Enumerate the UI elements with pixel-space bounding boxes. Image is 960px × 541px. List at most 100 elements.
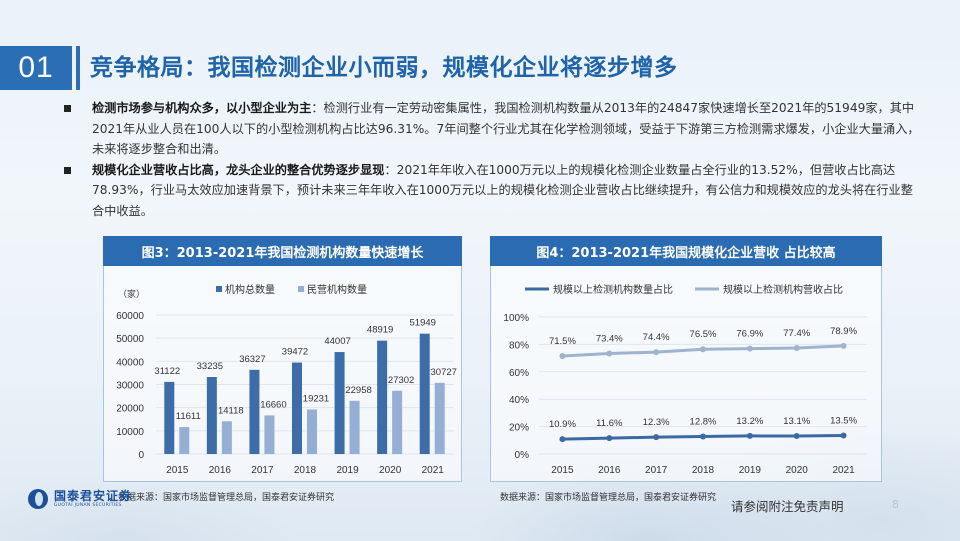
data-value-label: 13.1% — [783, 416, 810, 427]
data-point-marker — [559, 353, 566, 360]
bar-chart: （家） 机构总数量 民营机构数量 0 10000 20000 30000 40000 50000… — [116, 283, 457, 476]
section-divider — [76, 46, 80, 90]
x-tick-label: 2021 — [832, 465, 855, 476]
disclaimer: 请参阅附注免责声明 — [731, 499, 844, 514]
y-tick-label: 20% — [509, 423, 529, 434]
bar-value-label: 19231 — [303, 393, 329, 404]
page-number: 8 — [892, 498, 899, 511]
bar-value-label: 22958 — [345, 385, 371, 396]
data-value-label: 73.4% — [596, 333, 623, 344]
bar-value-label: 39472 — [282, 347, 308, 358]
section-number: 01 — [0, 46, 72, 90]
y-tick-label: 80% — [509, 340, 529, 351]
data-value-label: 76.9% — [736, 329, 763, 340]
bar — [164, 381, 175, 454]
data-value-label: 11.6% — [596, 418, 623, 429]
bar-value-label: 31122 — [154, 366, 180, 377]
x-tick-label: 2020 — [786, 465, 809, 476]
x-tick-label: 2015 — [551, 465, 574, 476]
y-tick-label: 40% — [509, 395, 529, 406]
data-value-label: 71.5% — [549, 336, 576, 347]
data-value-label: 78.9% — [830, 326, 857, 337]
page-title: 竞争格局：我国检测企业小而弱，规模化企业将逐步增多 — [90, 55, 678, 81]
legend-swatch-icon — [298, 286, 304, 292]
y-tick-label: 20000 — [116, 404, 144, 415]
data-point-marker — [840, 342, 847, 349]
bullet-text: ：2021年年收入在1000万元以上的规模化检测企业数量占全行业的13.52%，… — [92, 162, 913, 218]
bullet-item: 检测市场参与机构众多，以小型企业为主：检测行业有一定劳动密集属性，我国检测机构数… — [60, 98, 920, 160]
data-value-label: 13.2% — [736, 416, 763, 427]
bullet-text: ：检测行业有一定劳动密集属性，我国检测机构数量从2013年的24847家快速增长… — [92, 101, 920, 156]
data-point-marker — [700, 433, 706, 440]
bar — [307, 409, 317, 454]
x-tick-label: 2019 — [739, 465, 762, 476]
bullet-item: 规模化企业营收占比高，龙头企业的整合优势逐步显现：2021年年收入在1000万元… — [60, 160, 920, 222]
data-value-label: 13.5% — [830, 416, 857, 427]
bar-value-label: 14118 — [218, 405, 244, 416]
y-tick-label: 60000 — [116, 311, 144, 322]
bar-value-label: 33235 — [197, 361, 223, 372]
y-tick-label: 0% — [515, 450, 530, 461]
logo-icon — [28, 489, 48, 509]
data-value-label: 76.5% — [690, 329, 717, 340]
legend-swatch-icon — [216, 286, 222, 292]
data-point-marker — [746, 432, 753, 439]
bar-chart-panel: 图3：2013-2021年我国检测机构数量快速增长 （家） 机构总数量 民营机构数量… — [103, 236, 462, 482]
data-point-marker — [840, 432, 847, 439]
chart-title: 图3：2013-2021年我国检测机构数量快速增长 — [103, 236, 462, 266]
y-tick-label: 10000 — [116, 427, 144, 438]
x-tick-label: 2019 — [336, 465, 359, 476]
logo-text-en: GUOTAI JUNAN SECURITIES — [54, 503, 122, 508]
x-tick-label: 2020 — [379, 465, 402, 476]
y-tick-label: 100% — [503, 313, 529, 324]
data-point-marker — [793, 433, 800, 440]
bar — [292, 362, 302, 454]
y-tick-label: 40000 — [116, 357, 144, 368]
x-tick-label: 2018 — [692, 465, 715, 476]
data-point-marker — [606, 435, 613, 442]
bar — [179, 427, 190, 454]
data-value-label: 77.4% — [783, 328, 810, 339]
data-value-label: 10.9% — [549, 419, 576, 430]
data-point-marker — [559, 436, 566, 443]
slide-header: 01 竞争格局：我国检测企业小而弱，规模化企业将逐步增多 — [0, 38, 960, 94]
x-tick-label: 2015 — [166, 465, 189, 476]
bullet-heading: 检测市场参与机构众多，以小型企业为主 — [92, 101, 312, 115]
line-chart: 规模以上检测机构数量占比 规模以上检测机构营收占比 0% 20% 40% 60% 80% 10… — [503, 283, 867, 476]
bar — [434, 382, 445, 454]
chart-title: 图4：2013-2021年我国规模化企业营收 占比较高 — [490, 236, 882, 266]
legend-label: 规模以上检测机构数量占比 — [553, 283, 673, 296]
chart-source: 数据来源：国家市场监督管理总局，国泰君安证券研究 — [118, 493, 335, 503]
x-tick-label: 2016 — [209, 465, 232, 476]
bar-value-label: 36327 — [239, 354, 265, 365]
data-point-marker — [700, 346, 706, 353]
bullet-heading: 规模化企业营收占比高，龙头企业的整合优势逐步显现 — [92, 162, 385, 177]
x-tick-label: 2017 — [645, 465, 668, 476]
y-tick-label: 60% — [509, 368, 529, 379]
bar-value-label: 48919 — [367, 325, 393, 336]
data-value-label: 74.4% — [643, 332, 670, 343]
bar-value-label: 11611 — [176, 411, 201, 422]
bar-value-label: 30727 — [431, 367, 457, 378]
bar — [419, 333, 430, 454]
bullet-square-icon — [64, 166, 71, 174]
bar-value-label: 51949 — [410, 318, 436, 329]
x-tick-label: 2017 — [251, 465, 274, 476]
bar — [221, 421, 232, 454]
data-value-label: 12.8% — [690, 416, 717, 427]
y-tick-label: 30000 — [116, 381, 144, 392]
bar — [392, 390, 403, 454]
legend-label: 规模以上检测机构营收占比 — [723, 283, 843, 296]
data-point-marker — [653, 349, 660, 356]
legend-label: 机构总数量 — [225, 283, 275, 296]
data-value-label: 12.3% — [643, 417, 670, 428]
bar — [349, 400, 360, 454]
bar-value-label: 16660 — [260, 399, 286, 410]
x-tick-label: 2016 — [598, 465, 621, 476]
company-logo: 国泰君安证券 GUOTAI JUNAN SECURITIES — [28, 489, 132, 509]
bar — [377, 340, 388, 454]
bullet-square-icon — [64, 105, 71, 112]
bar — [334, 352, 345, 454]
logo-text-cn: 国泰君安证券 — [54, 489, 133, 503]
chart-source: 数据来源：国家市场监督管理总局，国泰君安证券研究 — [500, 493, 717, 503]
